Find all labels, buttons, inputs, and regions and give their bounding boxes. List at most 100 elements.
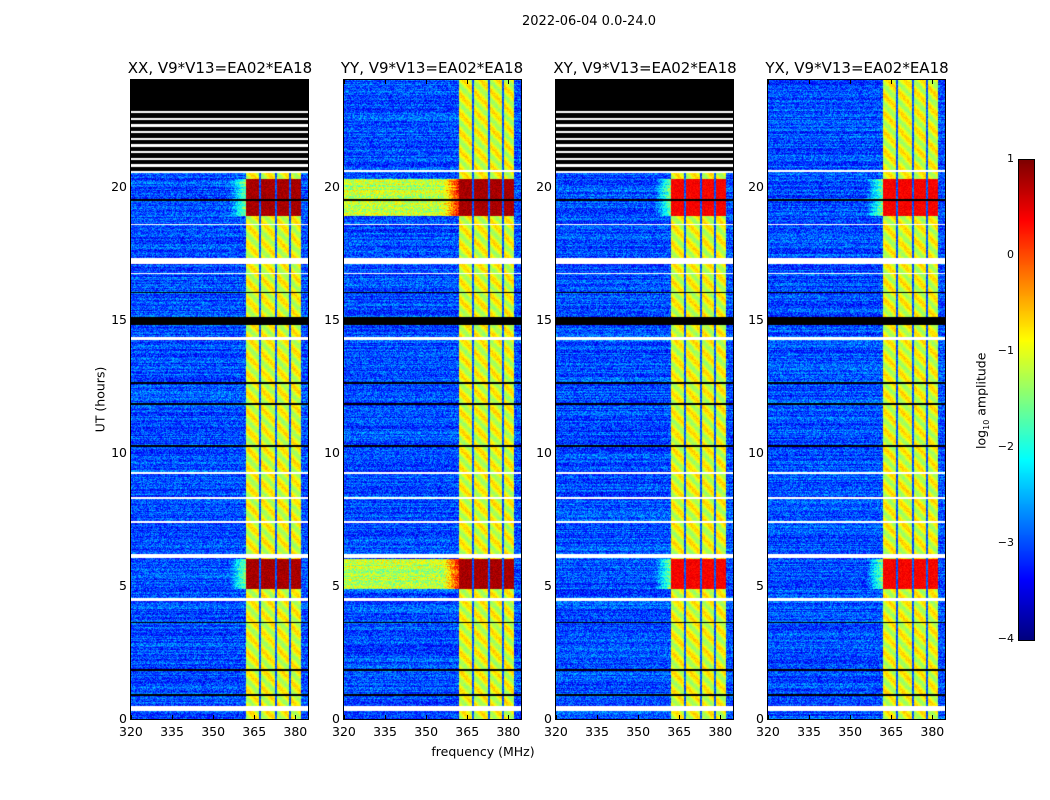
x-tick-mark	[809, 715, 811, 719]
x-tick-mark	[344, 715, 345, 719]
x-tick-label: 350	[414, 724, 439, 739]
y-tick-label: 20	[536, 178, 552, 194]
x-tick-label: 320	[756, 724, 780, 739]
x-tick-label: 365	[455, 724, 480, 739]
x-tick-mark	[597, 715, 599, 719]
x-tick-mark	[295, 80, 297, 84]
panel-title-xy: XY, V9*V13=EA02*EA18	[553, 59, 737, 77]
x-tick-label: 350	[838, 724, 863, 739]
colorbar-tick-label: −3	[997, 536, 1014, 549]
x-tick-mark	[556, 80, 557, 84]
x-tick-label: 320	[544, 724, 568, 739]
x-tick-mark	[172, 80, 174, 84]
x-tick-label: 320	[119, 724, 143, 739]
x-tick-mark	[638, 715, 640, 719]
x-tick-mark	[426, 715, 428, 719]
colorbar-gradient	[1019, 160, 1034, 640]
x-tick-mark	[508, 80, 510, 84]
colorbar-label: log10 amplitude	[973, 352, 991, 449]
x-tick-mark	[254, 80, 256, 84]
x-tick-mark	[809, 80, 811, 84]
x-tick-label: 365	[242, 724, 267, 739]
y-tick-label: 5	[119, 577, 127, 593]
colorbar-tick-label: −4	[997, 632, 1014, 645]
x-axis-label: frequency (MHz)	[431, 744, 535, 759]
x-tick-label: 380	[708, 724, 733, 739]
figure-title: 2022-06-04 0.0-24.0	[522, 14, 656, 29]
y-axis-label: UT (hours)	[92, 366, 108, 433]
y-tick-label: 20	[324, 178, 340, 194]
y-tick-label: 0	[119, 711, 127, 726]
panel-title-yx: YX, V9*V13=EA02*EA18	[765, 59, 949, 77]
y-tick-label: 5	[544, 577, 552, 593]
x-tick-mark	[385, 715, 387, 719]
colorbar-tick-label: 0	[1007, 248, 1014, 261]
panel-title-xx: XX, V9*V13=EA02*EA18	[127, 59, 313, 77]
colorbar-tick-label: 1	[1007, 152, 1014, 165]
x-tick-mark	[556, 715, 557, 719]
x-tick-mark	[768, 80, 769, 84]
heatmap-panel-xy	[555, 79, 734, 720]
colorbar-tick-label: −1	[997, 344, 1014, 357]
x-tick-mark	[213, 715, 215, 719]
x-tick-label: 380	[283, 724, 308, 739]
panel-title-yy: YY, V9*V13=EA02*EA18	[340, 59, 524, 77]
x-tick-mark	[720, 715, 722, 719]
x-tick-mark	[679, 715, 681, 719]
x-tick-label: 365	[667, 724, 692, 739]
x-tick-mark	[720, 80, 722, 84]
x-tick-mark	[891, 715, 893, 719]
x-tick-mark	[768, 715, 769, 719]
y-tick-label: 10	[748, 444, 764, 460]
heatmap-xy	[556, 80, 733, 719]
heatmap-panel-yx	[767, 79, 946, 720]
y-tick-label: 5	[756, 577, 764, 593]
y-tick-label: 15	[748, 311, 764, 327]
x-tick-label: 335	[797, 724, 821, 739]
x-tick-label: 335	[373, 724, 397, 739]
y-tick-label: 10	[324, 444, 340, 460]
x-tick-mark	[932, 715, 934, 719]
x-tick-mark	[638, 80, 640, 84]
x-tick-label: 350	[626, 724, 651, 739]
heatmap-panel-xx	[130, 79, 309, 720]
x-tick-mark	[467, 715, 469, 719]
x-tick-mark	[679, 80, 681, 84]
y-tick-label: 0	[756, 711, 764, 726]
heatmap-panel-yy	[343, 79, 522, 720]
x-tick-mark	[467, 80, 469, 84]
x-tick-mark	[131, 80, 132, 84]
heatmap-yy	[344, 80, 521, 719]
x-tick-mark	[597, 80, 599, 84]
x-tick-label: 335	[585, 724, 609, 739]
x-tick-mark	[850, 715, 852, 719]
x-tick-mark	[385, 80, 387, 84]
x-tick-mark	[891, 80, 893, 84]
x-tick-label: 335	[160, 724, 184, 739]
x-tick-mark	[932, 80, 934, 84]
x-tick-mark	[508, 715, 510, 719]
x-tick-mark	[850, 80, 852, 84]
heatmap-yx	[768, 80, 945, 719]
y-tick-label: 15	[111, 311, 127, 327]
colorbar-tick-label: −2	[997, 440, 1014, 453]
x-tick-label: 380	[920, 724, 945, 739]
x-tick-mark	[172, 715, 174, 719]
heatmap-xx	[131, 80, 308, 719]
y-tick-label: 20	[748, 178, 764, 194]
x-tick-label: 365	[879, 724, 904, 739]
y-tick-label: 20	[111, 178, 127, 194]
colorbar	[1018, 159, 1035, 641]
x-tick-mark	[213, 80, 215, 84]
x-tick-mark	[295, 715, 297, 719]
y-tick-label: 15	[324, 311, 340, 327]
y-tick-label: 10	[111, 444, 127, 460]
x-tick-mark	[254, 715, 256, 719]
y-tick-label: 5	[332, 577, 340, 593]
y-tick-label: 10	[536, 444, 552, 460]
x-tick-label: 380	[496, 724, 521, 739]
x-tick-mark	[131, 715, 132, 719]
x-tick-mark	[426, 80, 428, 84]
y-tick-label: 15	[536, 311, 552, 327]
